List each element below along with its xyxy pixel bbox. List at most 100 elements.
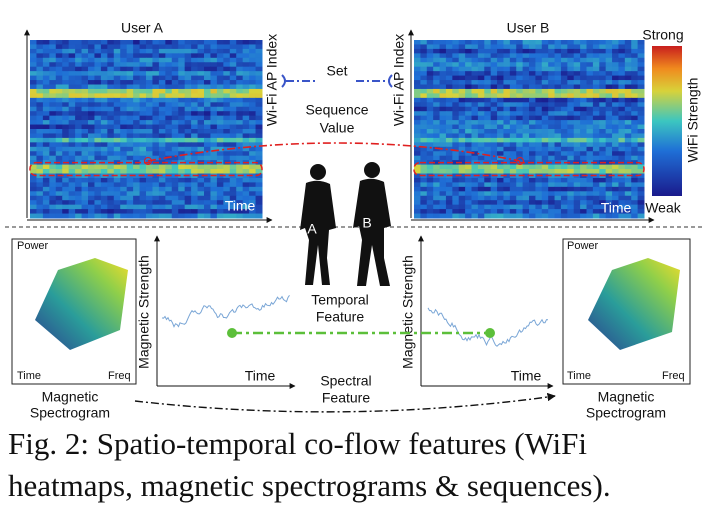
heat-cell (55, 182, 63, 188)
heat-cell (120, 177, 128, 183)
heat-cell (171, 191, 179, 197)
heat-cell (242, 137, 250, 143)
heat-cell (560, 88, 568, 94)
heat-cell (100, 80, 108, 85)
heat-cell (158, 53, 166, 59)
heat-cell (631, 173, 639, 179)
heat-cell (126, 169, 134, 174)
heat-cell (497, 146, 504, 152)
heat-cell (541, 66, 549, 72)
heat-cell (255, 213, 263, 219)
heat-cell (497, 44, 504, 50)
x-label: Time (17, 370, 41, 382)
heat-cell (171, 57, 179, 63)
heat-cell (94, 120, 102, 126)
heat-cell (586, 57, 594, 63)
heat-cell (445, 62, 453, 68)
heat-cell (210, 57, 218, 63)
heat-cell (420, 191, 428, 197)
heat-cell (171, 204, 179, 210)
heat-cell (81, 151, 89, 157)
heat-cell (516, 57, 524, 63)
heat-cell (471, 44, 479, 50)
heat-cell (599, 93, 607, 99)
heat-cell (586, 102, 594, 108)
heat-cell (216, 164, 224, 170)
heat-cell (509, 111, 517, 117)
heat-cell (75, 97, 83, 103)
heat-cell (560, 155, 568, 161)
heat-cell (541, 44, 549, 50)
highlight (29, 161, 263, 177)
heat-cell (133, 84, 141, 90)
heat-cell (631, 57, 639, 63)
heat-cell (146, 80, 153, 85)
heat-cell (146, 106, 153, 112)
heat-cell (445, 102, 453, 108)
heat-cell (624, 155, 632, 161)
heat-cell (567, 111, 575, 117)
heat-cell (146, 129, 153, 134)
heat-cell (120, 146, 128, 152)
heat-cell (420, 88, 428, 94)
heat-cell (68, 169, 76, 174)
heat-cell (497, 53, 504, 59)
heat-cell (567, 129, 575, 134)
heat-cell (484, 164, 492, 170)
heat-cell (62, 115, 70, 121)
heat-cell (216, 213, 224, 219)
heat-cell (573, 71, 581, 77)
heat-cell (599, 84, 607, 90)
heat-cell (158, 146, 166, 152)
heat-cell (171, 111, 179, 117)
heat-cell (637, 57, 645, 63)
heat-cell (49, 111, 57, 117)
heat-cell (42, 111, 50, 117)
heat-cell (184, 124, 192, 130)
heat-cell (637, 195, 645, 201)
heat-cell (529, 44, 536, 50)
heat-cell (94, 40, 102, 45)
heat-cell (30, 151, 37, 157)
heat-cell (88, 177, 95, 183)
heat-cell (126, 66, 134, 72)
heat-cell (471, 75, 479, 81)
heat-cell (36, 62, 44, 68)
heat-cell (68, 75, 76, 81)
heat-cell (223, 93, 231, 99)
heat-cell (62, 129, 70, 134)
heat-cell (223, 173, 231, 179)
heat-cell (477, 204, 485, 210)
heat-cell (178, 129, 186, 134)
heat-cell (465, 133, 472, 139)
heat-cell (184, 71, 192, 77)
silhouettes (300, 162, 391, 286)
heat-cell (452, 44, 460, 50)
heat-cell (81, 177, 89, 183)
heat-cell (631, 53, 639, 59)
heat-cell (637, 48, 645, 54)
heat-cell (439, 195, 447, 201)
heat-cell (152, 40, 160, 45)
heat-cell (586, 97, 594, 103)
heat-cell (197, 48, 205, 54)
heat-cell (229, 155, 237, 161)
heat-cell (624, 40, 632, 45)
heat-cell (178, 200, 186, 206)
heat-cell (599, 106, 607, 112)
heat-cell (197, 75, 205, 81)
heat-cell (100, 62, 108, 68)
heat-cell (100, 186, 108, 192)
heat-cell (420, 129, 428, 134)
heat-cell (107, 137, 115, 143)
heat-cell (81, 75, 89, 81)
heat-cell (36, 88, 44, 94)
heat-cell (120, 102, 128, 108)
heat-cell (255, 195, 263, 201)
heat-cell (229, 102, 237, 108)
heat-cell (107, 62, 115, 68)
heat-cell (516, 155, 524, 161)
heat-cell (158, 151, 166, 157)
heat-cell (484, 200, 492, 206)
heat-cell (509, 129, 517, 134)
